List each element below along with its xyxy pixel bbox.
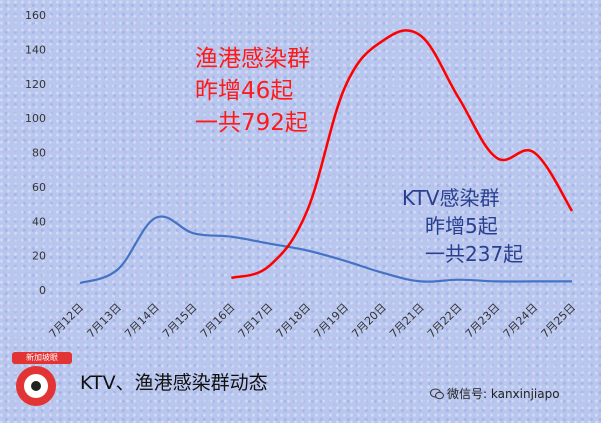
- y-tick-label: 100: [25, 112, 46, 125]
- x-tick-label: 7月24日: [501, 301, 541, 341]
- x-tick-label: 7月17日: [236, 301, 276, 341]
- series-lines: [79, 29, 574, 285]
- x-tick-label: 7月13日: [84, 301, 124, 341]
- x-tick-label: 7月15日: [160, 301, 200, 341]
- y-axis-ticks: 0 20 40 60 80 100 120 140 160: [25, 9, 46, 297]
- ktv-annotation-line: 一共237起: [425, 242, 523, 266]
- y-tick-label: 120: [25, 78, 46, 91]
- logo: 新加坡眼: [6, 352, 72, 416]
- x-tick-label: 7月12日: [47, 301, 87, 341]
- x-tick-label: 7月14日: [122, 301, 162, 341]
- y-tick-label: 140: [25, 43, 46, 56]
- logo-text: 新加坡眼: [12, 352, 72, 364]
- y-tick-label: 60: [32, 181, 46, 194]
- y-tick-label: 160: [25, 9, 46, 22]
- series-line-fishery: [231, 29, 574, 280]
- footer: 新加坡眼 KTV、渔港感染群动态 微信号: kanxinjiapo: [0, 346, 601, 423]
- x-tick-label: 7月23日: [463, 301, 503, 341]
- y-tick-label: 40: [32, 215, 46, 228]
- wechat-text: 微信号: kanxinjiapo: [447, 387, 560, 401]
- x-tick-label: 7月22日: [425, 301, 465, 341]
- fishery-annotation-line: 渔港感染群: [195, 46, 310, 72]
- y-tick-label: 20: [32, 250, 46, 263]
- fishery-annotation-line: 一共792起: [195, 110, 308, 136]
- series-line-ktv: [79, 215, 572, 285]
- wechat-icon: [430, 388, 444, 400]
- x-tick-label: 7月16日: [198, 301, 238, 341]
- footer-title: KTV、渔港感染群动态: [80, 372, 268, 394]
- x-tick-label: 7月20日: [349, 301, 389, 341]
- x-axis-ticks: 7月12日7月13日7月14日7月15日7月16日7月17日7月18日7月19日…: [47, 301, 579, 341]
- y-tick-label: 0: [39, 284, 46, 297]
- y-tick-label: 80: [32, 147, 46, 160]
- x-tick-label: 7月19日: [311, 301, 351, 341]
- x-tick-label: 7月21日: [387, 301, 427, 341]
- ktv-annotation-line: KTV感染群: [402, 186, 499, 210]
- eye-logo-icon: [16, 366, 56, 406]
- fishery-annotation-line: 昨增46起: [195, 78, 293, 104]
- x-tick-label: 7月25日: [539, 301, 579, 341]
- x-tick-label: 7月18日: [274, 301, 314, 341]
- wechat-id: 微信号: kanxinjiapo: [430, 385, 560, 402]
- ktv-annotation-line: 昨增5起: [425, 214, 498, 238]
